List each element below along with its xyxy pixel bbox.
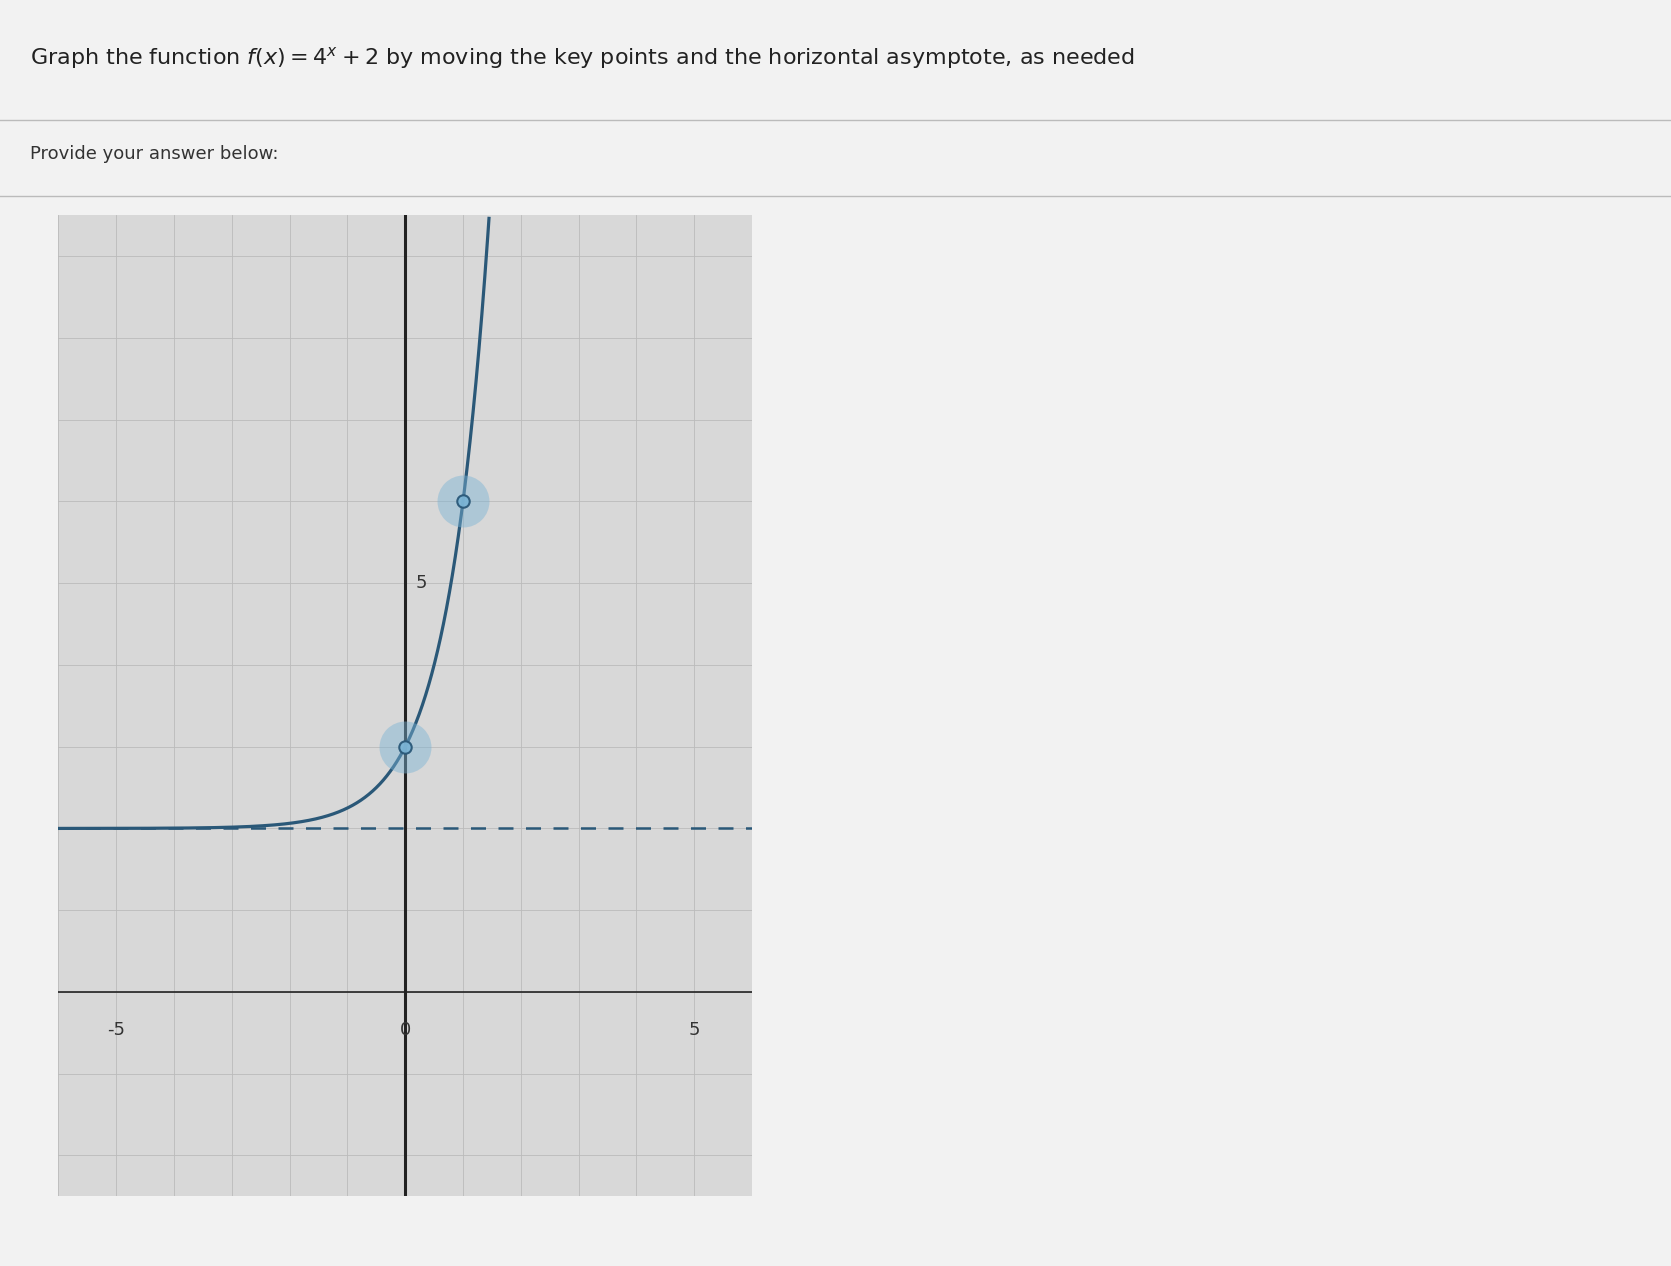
Text: Provide your answer below:: Provide your answer below: xyxy=(30,146,279,163)
Text: Graph the function $f(x) = 4^x + 2$ by moving the key points and the horizontal : Graph the function $f(x) = 4^x + 2$ by m… xyxy=(30,44,1135,71)
Point xyxy=(391,737,418,757)
Point xyxy=(449,491,476,511)
Text: 0: 0 xyxy=(399,1020,411,1038)
Point xyxy=(391,737,418,757)
Point xyxy=(449,491,476,511)
Text: -5: -5 xyxy=(107,1020,125,1038)
Text: 5: 5 xyxy=(688,1020,700,1038)
Text: 5: 5 xyxy=(416,575,428,592)
